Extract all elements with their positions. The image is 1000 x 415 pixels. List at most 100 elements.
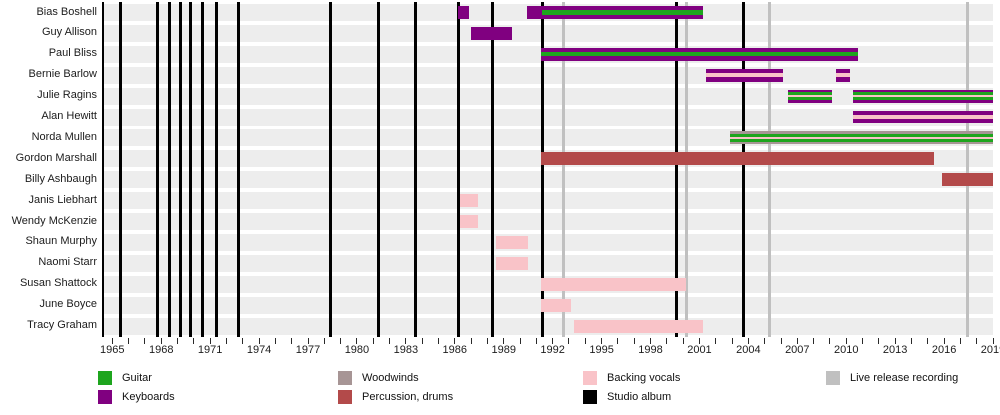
year-label: 2010 [834,344,859,356]
year-label: 1965 [100,344,125,356]
member-bar [730,131,993,145]
year-tick [486,338,488,344]
bar-stripe-woodwinds [730,141,993,145]
bar-stripe-backing-vocals [459,194,478,208]
year-tick [535,338,537,344]
legend-swatch-backing-vocals [583,371,597,385]
year-tick [617,338,619,344]
timeline-plot-area: 1965 1968 1971 1974 1977 1980 1983 1986 1989 1992… [100,2,1000,356]
bar-stripe-percussion [541,152,935,166]
bar-stripe-guitar [787,97,832,100]
bar-stripe-keyboards [852,110,993,115]
legend-label: Live release recording [850,372,959,384]
year-tick [160,338,162,344]
member-bar [495,256,529,270]
member-name-label: June Boyce [39,298,97,311]
bar-stripe-guitar [730,139,993,142]
year-tick [470,338,472,344]
year-label: 2007 [785,344,810,356]
year-tick [503,338,505,344]
member-name-label: Bernie Barlow [28,68,97,81]
live-release-line [561,2,565,337]
year-tick [747,338,749,344]
year-tick [225,338,227,344]
plot-left-border [101,2,104,337]
year-tick [454,338,456,344]
year-tick [242,338,244,344]
bar-stripe-backing-vocals [787,94,832,98]
bar-stripe-backing-vocals [541,277,687,291]
year-label: 1977 [295,344,321,356]
member-bar [836,68,850,82]
bar-stripe-keyboards [836,77,850,82]
live-release-line [966,2,970,337]
studio-album-line [675,2,679,337]
year-tick [878,338,880,344]
member-name-label: Paul Bliss [48,47,97,60]
year-label: 2019 [980,344,1000,356]
legend-label: Percussion, drums [362,391,454,403]
year-label: 1974 [246,344,272,356]
member-name-label: Norda Mullen [31,130,97,143]
studio-album-line [540,2,544,337]
year-tick [552,338,554,344]
year-tick [894,338,896,344]
bar-stripe-backing-vocals [852,114,993,120]
member-bar [542,6,703,19]
member-name-label: Billy Ashbaugh [24,172,97,185]
year-tick [584,338,586,344]
bar-stripe-guitar [852,97,993,100]
bar-stripe-backing-vocals [836,73,850,78]
member-bar [541,298,571,312]
legend-label: Guitar [122,372,152,384]
year-label: 1989 [491,344,516,356]
year-tick [845,338,847,344]
bar-stripe-guitar [852,92,993,95]
bar-stripe-backing-vocals [852,94,993,98]
year-tick [959,338,961,344]
bar-stripe-keyboards [541,56,858,61]
member-bar [787,89,832,103]
year-tick [862,338,864,344]
studio-album-line [741,2,745,337]
legend-label: Studio album [607,391,672,403]
member-names-column: Bias Boshell Guy Allison Paul Bliss Bernie … [0,0,100,340]
member-name-label: Tracy Graham [27,319,97,331]
year-tick [323,338,325,344]
member-bar [458,6,470,19]
bar-stripe-keyboards [852,89,993,93]
bar-stripe-keyboards [542,14,703,19]
year-label: 1992 [540,344,565,356]
member-bar [573,319,703,333]
member-name-label: Alan Hewitt [41,110,97,122]
year-tick [258,338,260,344]
year-tick [421,338,423,344]
studio-album-line [200,2,204,337]
live-release-line [768,2,772,337]
year-tick [910,338,912,344]
year-tick [682,338,684,344]
year-tick [780,338,782,344]
member-name-label: Julie Ragins [37,89,97,102]
year-tick [976,338,978,344]
studio-album-line [237,2,241,337]
legend-swatch-studio-album [583,390,597,404]
year-tick [764,338,766,344]
bar-stripe-backing-vocals [541,298,571,312]
year-label: 1980 [344,344,370,356]
year-tick [389,338,391,344]
year-tick [111,338,113,344]
bar-stripe-woodwinds [730,131,993,134]
bar-stripe-backing-vocals [459,215,478,228]
member-name-label: Shaun Murphy [25,235,97,248]
year-label: 1995 [589,344,614,356]
year-tick [519,338,521,344]
bar-stripe-keyboards [526,6,543,19]
legend-label: Keyboards [122,391,175,403]
bar-stripe-backing-vocals [495,256,529,270]
bar-stripe-keyboards [705,68,783,74]
member-bar [942,173,993,187]
year-tick [356,338,358,344]
bar-stripe-keyboards [787,89,832,93]
